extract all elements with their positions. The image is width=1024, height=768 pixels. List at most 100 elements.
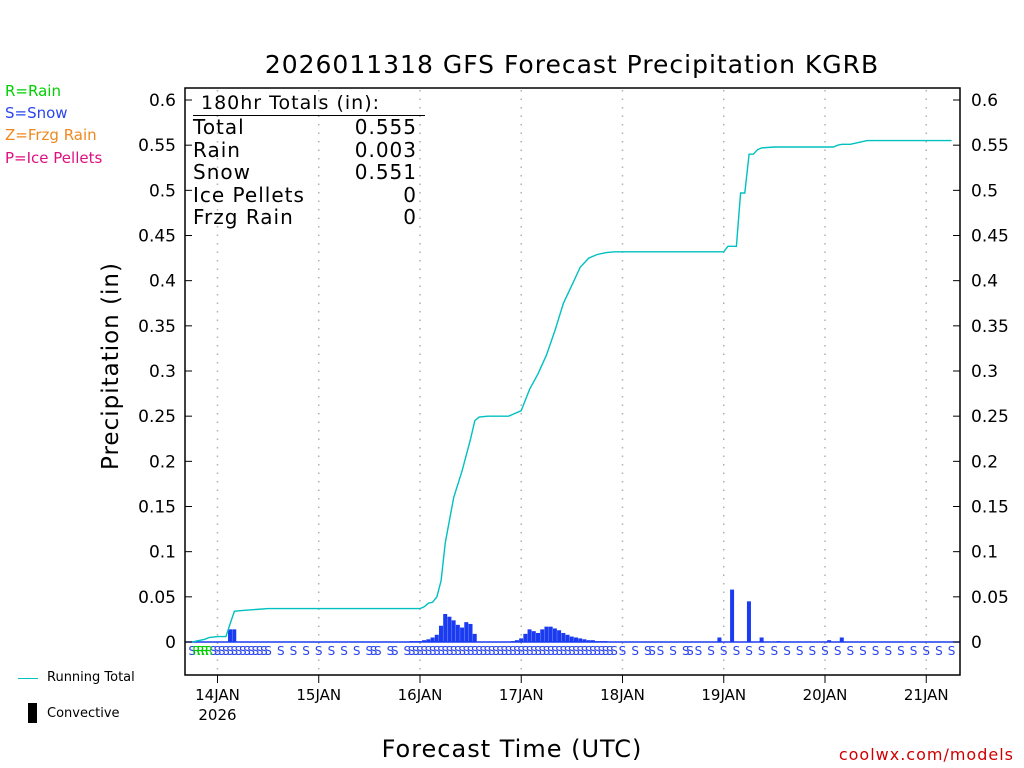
y-tick-label-right: 0.4 <box>971 272 998 292</box>
totals-row: Total 0.555 <box>193 116 417 139</box>
precip-bar <box>455 624 460 642</box>
totals-row-value: 0.551 <box>354 160 417 184</box>
snow-letter: S <box>450 644 458 658</box>
bars-layer <box>228 589 844 642</box>
y-tick-label-left: 0.1 <box>149 543 176 563</box>
snow-letter: S <box>277 644 285 658</box>
x-tick-sublabel: 2026 <box>198 706 236 724</box>
snow-letter: S <box>239 644 247 658</box>
snow-letter: S <box>218 644 226 658</box>
snow-letter: S <box>758 644 766 658</box>
precip-bar <box>527 629 532 642</box>
precip-bar <box>413 641 418 642</box>
y-tick-label-right: 0.3 <box>971 362 998 382</box>
snow-letter: S <box>496 644 504 658</box>
x-tick-label: 18JAN <box>600 686 645 704</box>
snow-letter: S <box>657 644 665 658</box>
snow-letter: S <box>585 644 593 658</box>
snow-letter: S <box>290 644 298 658</box>
precip-bar <box>438 625 443 642</box>
snow-letter: S <box>188 644 196 658</box>
snow-letter: S <box>488 644 496 658</box>
precip-bar <box>426 639 431 642</box>
snow-letter: S <box>517 644 525 658</box>
precip-bar <box>582 639 587 642</box>
y-tick-label-right: 0.1 <box>971 543 998 563</box>
precip-bar <box>565 634 570 642</box>
y-tick-label-left: 0 <box>165 633 176 653</box>
y-tick-label-right: 0.55 <box>971 136 1009 156</box>
precip-bar <box>228 629 233 642</box>
precip-bar <box>746 601 751 642</box>
y-tick-label-right: 0.5 <box>971 181 998 201</box>
snow-letter: S <box>610 644 618 658</box>
snow-letter: S <box>547 644 555 658</box>
snow-letter: S <box>492 644 500 658</box>
snow-letter: S <box>222 644 230 658</box>
snow-letter: S <box>872 644 880 658</box>
precip-bar <box>540 629 545 642</box>
snow-letter: S <box>669 644 677 658</box>
snow-letter: S <box>425 644 433 658</box>
ticks-layer: 14JAN 2026 15JAN 16JAN 17JAN 18JAN 19JAN 20JAN 2… <box>138 91 1009 724</box>
snow-letter: S <box>543 644 551 658</box>
snow-letter: S <box>720 644 728 658</box>
snow-letter: S <box>648 644 656 658</box>
precip-bar <box>409 641 414 642</box>
running-total-key-line <box>18 678 38 679</box>
totals-row-label: Rain <box>193 137 241 162</box>
snow-letter: S <box>412 644 420 658</box>
snow-letter: S <box>846 644 854 658</box>
snow-letter: S <box>458 644 466 658</box>
snow-letter: S <box>707 644 715 658</box>
snow-letter: S <box>771 644 779 658</box>
precip-bar <box>536 632 541 642</box>
snow-letter: S <box>484 644 492 658</box>
precip-bar <box>561 632 566 642</box>
legend-rain: R=Rain <box>5 82 61 100</box>
precip-bar <box>417 641 422 642</box>
snow-letter: S <box>572 644 580 658</box>
snow-letter: S <box>682 644 690 658</box>
snow-letter: S <box>247 644 255 658</box>
precip-bar <box>595 641 600 642</box>
snow-letter: S <box>505 644 513 658</box>
snow-letter: S <box>619 644 627 658</box>
convective-key-bar <box>28 703 37 723</box>
snow-letter: S <box>589 644 597 658</box>
snow-letter: S <box>564 644 572 658</box>
y-tick-label-right: 0.05 <box>971 588 1009 608</box>
y-tick-label-left: 0.2 <box>149 452 176 472</box>
precip-bar <box>468 623 473 642</box>
snow-letter: S <box>513 644 521 658</box>
y-tick-label-left: 0.45 <box>138 227 176 247</box>
precip-bar <box>523 633 528 642</box>
snow-letter: S <box>340 644 348 658</box>
snow-letter: S <box>441 644 449 658</box>
snow-letter: S <box>859 644 867 658</box>
y-tick-label-left: 0.3 <box>149 362 176 382</box>
snow-letter: S <box>686 644 694 658</box>
precip-bar <box>839 637 844 642</box>
running-total-key-label: Running Total <box>47 670 135 685</box>
snow-letter: S <box>796 644 804 658</box>
snow-letter: S <box>897 644 905 658</box>
snow-letter: S <box>366 644 374 658</box>
snow-letter: S <box>353 644 361 658</box>
precip-bar <box>544 626 549 642</box>
precip-bar <box>717 637 722 642</box>
y-tick-label-left: 0.15 <box>138 498 176 518</box>
snow-letter: S <box>821 644 829 658</box>
snow-letter: S <box>581 644 589 658</box>
snow-letter: S <box>745 644 753 658</box>
precip-bar <box>232 629 237 642</box>
snow-letter: S <box>446 644 454 658</box>
totals-row: Ice Pellets 0 <box>193 183 417 207</box>
precip-bar <box>430 637 435 642</box>
totals-rows: Total 0.555 Rain 0.003 Snow 0.551 Ice Pellets 0… <box>193 116 429 229</box>
precip-bar <box>460 627 465 642</box>
snow-letter: S <box>598 644 606 658</box>
plot-frame <box>184 87 961 676</box>
snow-letter: S <box>631 644 639 658</box>
